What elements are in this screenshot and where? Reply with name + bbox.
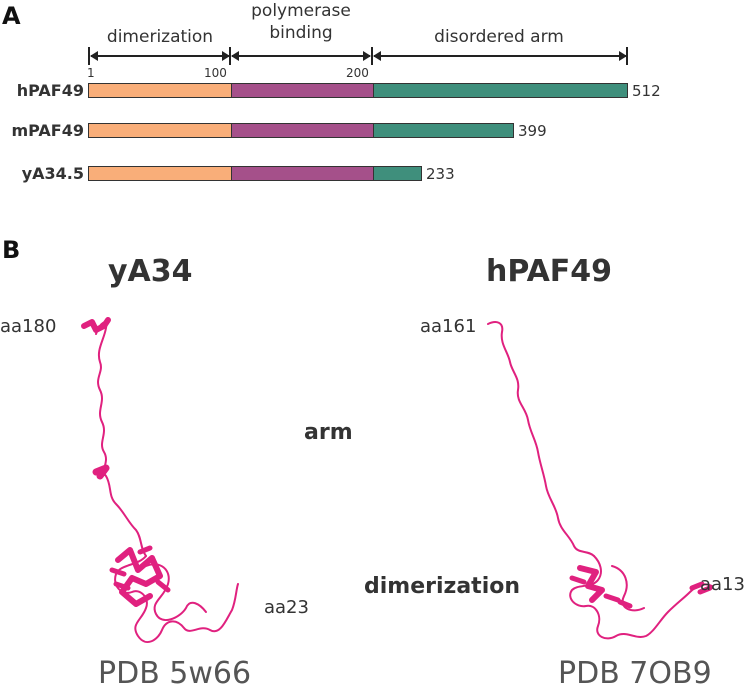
protein-length-mpaf49: 399 — [518, 122, 547, 140]
protein-name-mpaf49: mPAF49 — [11, 121, 84, 140]
polymerase-binding-segment — [231, 84, 373, 97]
tick-100: 100 — [204, 66, 227, 80]
protein-name-hpaf49: hPAF49 — [16, 81, 84, 100]
panel-a-label: A — [2, 2, 21, 30]
protein-bar-ya34-5 — [88, 166, 422, 181]
ya34-top-residue-label: aa180 — [0, 316, 57, 337]
polymerase-binding-segment — [231, 124, 373, 137]
disordered-arm-segment — [373, 124, 513, 137]
hpaf49-structure-ribbon — [487, 321, 713, 640]
dimerization-segment — [89, 124, 231, 137]
hpaf49-pdb-label: PDB 7OB9 — [558, 656, 712, 691]
ya34-structure-title: yA34 — [108, 254, 193, 289]
disordered-arm-header: disordered arm — [434, 27, 564, 47]
disordered-arm-segment — [373, 84, 627, 97]
protein-bar-mpaf49 — [88, 123, 514, 138]
protein-length-ya34-5: 233 — [426, 165, 455, 183]
tick-200: 200 — [346, 66, 369, 80]
protein-length-hpaf49: 512 — [632, 82, 661, 100]
panel-b-label: B — [2, 236, 21, 264]
hpaf49-bottom-residue-label: aa13 — [700, 574, 745, 595]
hpaf49-structure-title: hPAF49 — [486, 254, 613, 289]
ya34-pdb-label: PDB 5w66 — [98, 656, 252, 691]
arm-region-label: arm — [304, 420, 353, 445]
ya34-bottom-residue-label: aa23 — [264, 597, 309, 618]
polymerase-binding-header: polymerase binding — [251, 1, 351, 43]
dimerization-segment — [89, 167, 231, 180]
dimerization-header: dimerization — [106, 27, 214, 47]
protein-name-ya34-5: yA34.5 — [21, 164, 84, 183]
dimerization-region-label: dimerization — [364, 574, 521, 599]
polymerase-binding-segment — [231, 167, 373, 180]
tick-1: 1 — [87, 66, 95, 80]
disordered-arm-segment — [373, 167, 421, 180]
hpaf49-top-residue-label: aa161 — [420, 316, 477, 337]
protein-bar-hpaf49 — [88, 83, 628, 98]
dimerization-segment — [89, 84, 231, 97]
ya34-structure-ribbon — [81, 317, 239, 644]
